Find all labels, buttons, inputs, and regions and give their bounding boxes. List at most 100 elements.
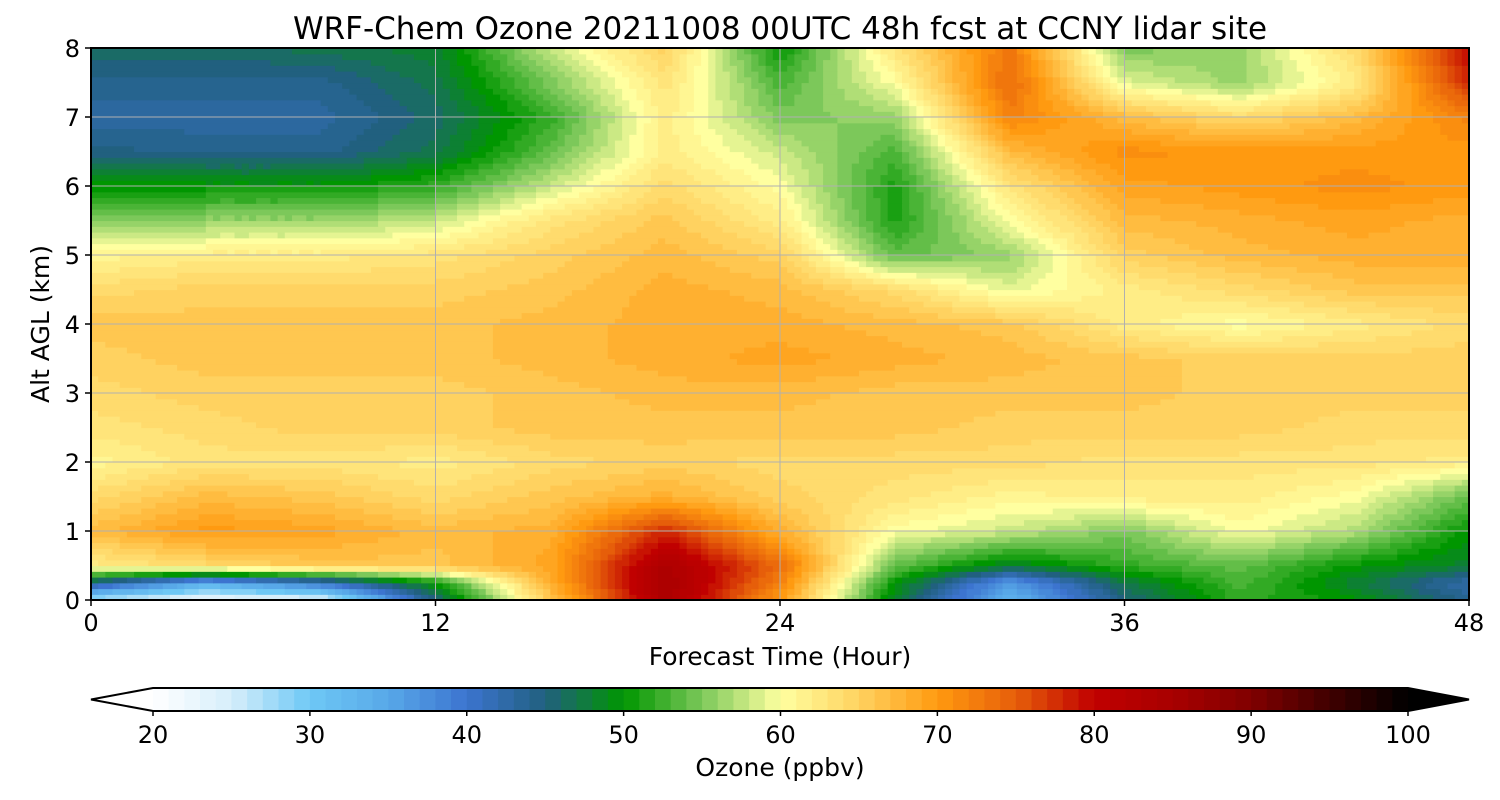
contour-cell <box>629 542 638 549</box>
contour-cell <box>464 295 566 302</box>
contour-cell <box>184 433 458 440</box>
contour-cell <box>729 594 738 600</box>
contour-cell <box>794 404 1140 411</box>
contour-cell <box>1038 278 1068 285</box>
contour-cell <box>693 94 709 101</box>
contour-cell <box>930 295 961 302</box>
contour-cell <box>442 122 458 130</box>
contour-cell <box>629 525 645 532</box>
contour-cell <box>1461 82 1469 89</box>
contour-cell <box>600 53 616 61</box>
contour-cell <box>815 151 839 158</box>
contour-cell <box>787 594 795 600</box>
contour-cell <box>622 180 645 187</box>
contour-cell <box>1088 335 1140 342</box>
contour-cell <box>801 237 817 245</box>
contour-cell <box>686 502 717 509</box>
contour-cell <box>952 163 961 170</box>
contour-cell <box>342 53 415 61</box>
contour-cell <box>1045 548 1133 555</box>
contour-cell <box>1081 88 1097 95</box>
contour-cell <box>629 301 767 308</box>
contour-cell <box>1411 329 1469 337</box>
contour-cell <box>1382 59 1391 66</box>
contour-cell <box>995 588 1004 595</box>
contour-cell <box>91 99 322 107</box>
contour-cell <box>923 565 939 572</box>
contour-cell <box>1382 502 1406 509</box>
contour-cell <box>736 111 752 118</box>
contour-cell <box>866 260 882 268</box>
contour-cell <box>1059 209 1075 216</box>
contour-cell <box>873 536 889 544</box>
contour-cell <box>1059 76 1068 84</box>
contour-cell <box>937 48 946 55</box>
contour-cell <box>1318 65 1334 72</box>
contour-cell <box>457 588 465 595</box>
contour-cell <box>579 548 587 555</box>
contour-cell <box>514 145 530 153</box>
contour-cell <box>1454 531 1469 538</box>
contour-cell <box>880 214 889 222</box>
contour-cell <box>1181 536 1212 544</box>
colorbar-bin <box>482 688 499 711</box>
contour-cell <box>916 577 925 584</box>
contour-cell <box>600 220 645 227</box>
contour-cell <box>385 88 429 95</box>
contour-cell <box>557 301 630 308</box>
contour-cell <box>91 283 178 291</box>
contour-cell <box>988 65 1004 72</box>
contour-cell <box>823 278 853 285</box>
contour-cell <box>492 398 630 406</box>
contour-cell <box>830 255 846 262</box>
contour-cell <box>435 151 458 158</box>
contour-cell <box>851 168 867 176</box>
contour-cell <box>457 157 472 164</box>
contour-cell <box>564 48 580 55</box>
contour-cell <box>751 588 760 595</box>
contour-cell <box>457 122 480 130</box>
contour-cell <box>1031 203 1047 210</box>
contour-cell <box>600 180 623 187</box>
contour-cell <box>1275 536 1312 544</box>
contour-cell <box>428 140 451 147</box>
contour-cell <box>1447 525 1469 532</box>
contour-cell <box>851 571 860 578</box>
contour-cell <box>729 48 738 55</box>
contour-cell <box>808 513 831 521</box>
contour-cell <box>643 554 652 561</box>
contour-cell <box>1038 588 1054 595</box>
contour-cell <box>930 174 939 181</box>
contour-cell <box>1318 174 1391 181</box>
contour-cell <box>980 145 989 153</box>
colorbar-bin <box>200 688 217 711</box>
contour-cell <box>177 496 293 503</box>
contour-cell <box>564 594 573 600</box>
contour-cell <box>787 559 795 567</box>
contour-cell <box>1433 53 1441 61</box>
contour-cell <box>851 163 874 170</box>
contour-cell <box>715 473 774 480</box>
contour-cell <box>485 94 501 101</box>
contour-cell <box>614 266 731 273</box>
contour-cell <box>930 243 968 250</box>
contour-cell <box>844 226 860 233</box>
contour-cell <box>866 582 874 590</box>
contour-cell <box>801 508 824 515</box>
contour-cell <box>1296 88 1319 95</box>
contour-cell <box>1411 542 1441 549</box>
colorbar-bin <box>1235 688 1252 711</box>
contour-cell <box>679 479 731 486</box>
contour-cell <box>966 582 975 590</box>
contour-cell <box>378 565 437 572</box>
contour-cell <box>1059 53 1068 61</box>
contour-cell <box>1318 82 1334 89</box>
contour-cell <box>923 571 939 578</box>
contour-cell <box>435 94 451 101</box>
contour-cell <box>1210 542 1276 549</box>
contour-cell <box>378 220 437 227</box>
colorbar-tick-label: 60 <box>765 721 796 749</box>
contour-cell <box>636 71 652 78</box>
contour-cell <box>277 214 286 222</box>
contour-cell <box>564 519 580 526</box>
